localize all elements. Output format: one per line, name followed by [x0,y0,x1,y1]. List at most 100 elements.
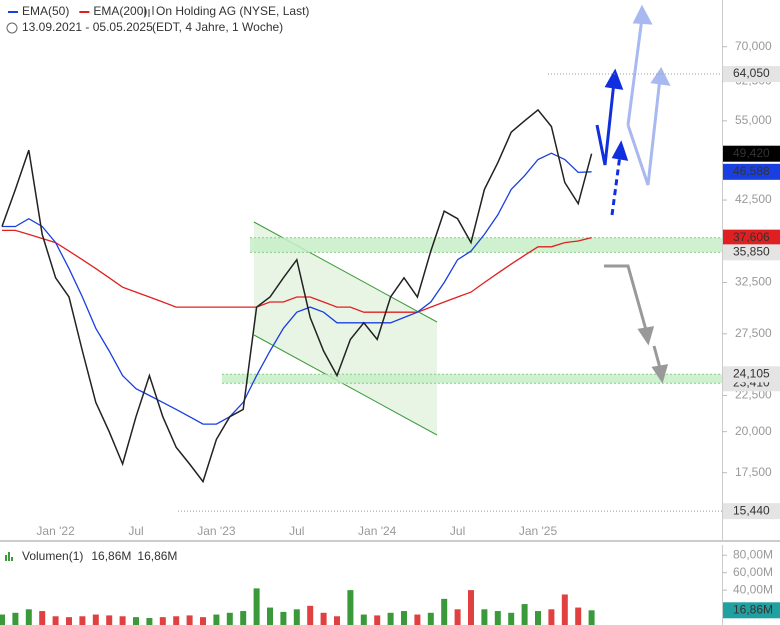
volume-bar [561,594,568,625]
volume-bar [159,617,166,625]
volume-bar [521,604,528,625]
channel [254,222,437,435]
icon [5,552,13,561]
price-label: 64,050 [733,66,770,80]
x-tick-label: Jul [289,524,304,538]
x-tick-label: Jul [450,524,465,538]
volume-bar [494,611,501,625]
volume-bar [39,611,46,625]
volume-bar [92,614,99,625]
price-label: 37,606 [733,230,770,244]
x-tick-label: Jan '24 [358,524,397,538]
x-tick-label: Jan '22 [36,524,75,538]
volume-bar [66,617,72,625]
y-tick-label: 42,500 [735,192,772,206]
arrow [626,17,662,186]
volume-bar [320,612,327,625]
legend: On Holding AG (NYSE, Last) 13.09.2021 - … [5,4,309,563]
y-tick-label: 60,00M [733,565,773,579]
volume-bar [468,590,474,625]
price-label: 16,86M [733,602,773,616]
volume-bar [12,612,19,625]
volume-bar [401,611,407,625]
volume-bar [226,612,233,625]
axis-line [722,0,723,540]
volume-bar [548,609,555,625]
volume-bar [253,588,260,625]
volume-bar [0,614,5,625]
volume-bar [25,609,32,625]
arrow [604,264,662,369]
volume-bar [186,615,193,625]
x-tick-label: Jul [128,524,143,538]
axis-line [722,545,723,625]
subtitle: 13.09.2021 - 05.05.2025 [22,20,153,34]
channel-line [253,334,438,436]
y-tick-label: 55,000 [735,113,772,127]
volume-bar [427,612,434,625]
y-tick-label: 27,500 [735,326,772,340]
price-label-box [723,145,780,162]
volume-bar [508,612,515,625]
volume-bar [173,616,180,625]
volume-bar [535,611,541,625]
price-label: 46,588 [733,164,770,178]
x-tick-label: Jan '23 [197,524,236,538]
volume-bar [414,614,421,625]
note: (EDT, 4 Jahre, 1 Woche) [152,20,283,34]
arrow [595,81,616,166]
clock-icon [6,22,18,34]
volume-bar [267,607,273,625]
price-label-box [723,66,780,83]
price-label: 49,420 [733,146,770,160]
volume-bar [200,617,206,625]
volume-bar [307,605,314,625]
volume-bar [387,612,394,625]
price-label-box [723,163,780,180]
ema-line [2,229,592,313]
price-label: 35,850 [733,245,770,259]
volume-bar [79,616,86,625]
chart-title: On Holding AG (NYSE, Last) [156,4,309,18]
price-label-box [723,229,780,246]
volume-bar [106,615,113,625]
legend-value: 16,86M [137,549,177,563]
volume-bar [293,609,300,625]
volume-bar [280,611,287,625]
legend-label: EMA(50) [22,4,69,18]
arrow-head [611,140,629,161]
y-tick-label: 20,000 [735,424,772,438]
x-tick-label: Jan '25 [519,524,558,538]
arrow-head [632,4,671,86]
volume-bar [213,614,220,625]
price-label-box [723,602,780,619]
pane-separator [0,540,780,542]
arrow-head [637,326,669,384]
y-tick-label: 40,00M [733,582,773,596]
volume-bar [133,617,139,625]
volume-bar [454,609,461,625]
zone [222,374,722,384]
arrow-head [604,68,624,90]
arrows [595,4,671,384]
volume-bar [575,607,582,625]
volume-bar [240,611,247,625]
drawings [253,221,438,436]
volume-bar [119,616,126,625]
y-tick-label: 17,500 [735,465,772,479]
y-tick-label: 32,500 [735,275,772,289]
icon [144,6,154,17]
price-label-box [723,244,780,261]
volume-title: Volumen(1) [22,549,83,563]
price-label-box [723,366,780,383]
volume-bar [374,615,381,625]
ema-line [2,152,592,425]
y-tick-label: 70,000 [735,39,772,53]
price-label-box [723,503,780,520]
volume-bar [441,598,448,625]
volume-bar [52,616,59,625]
volume-bar [334,616,340,625]
volume-bar [146,618,153,625]
volume-bar [588,610,595,625]
